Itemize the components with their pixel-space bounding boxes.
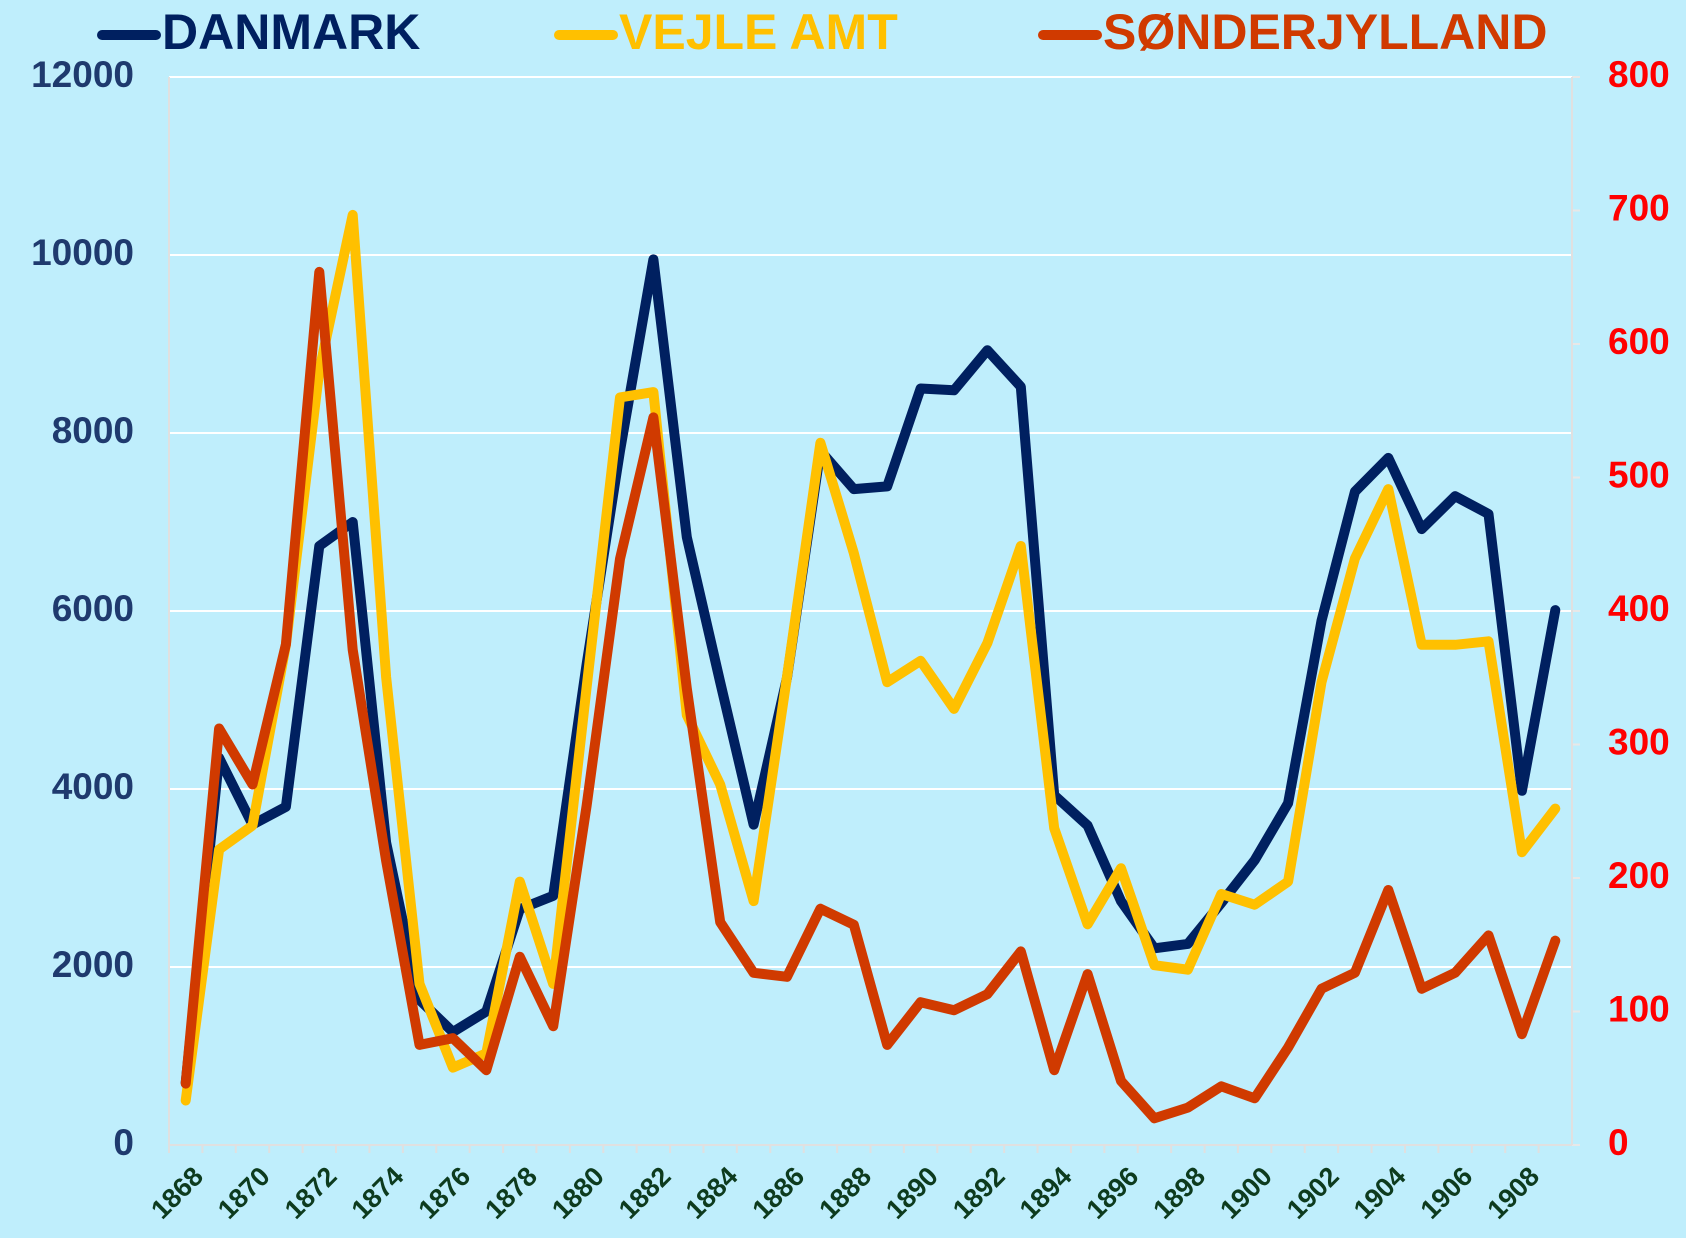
legend-label: VEJLE AMT [619,4,898,60]
series-line [180,209,1561,1106]
x-tick-label: 1906 [1415,1161,1479,1225]
y2-tick-label: 800 [1608,54,1670,95]
y-tick-label: 4000 [52,766,134,807]
legend-label: DANMARK [162,4,420,60]
y2-tick-label: 500 [1608,454,1670,495]
y-tick-label: 2000 [52,944,134,985]
x-tick-label: 1874 [346,1161,410,1225]
x-tick-label: 1894 [1014,1161,1078,1225]
x-tick-label: 1876 [413,1161,477,1225]
x-tick-label: 1892 [947,1161,1011,1225]
y-tick-label: 10000 [31,232,134,273]
y-tick-label: 0 [113,1122,134,1163]
x-tick-label: 1878 [479,1161,543,1225]
legend-label: SØNDERJYLLAND [1103,4,1547,60]
series-line [180,254,1561,1088]
x-tick-label: 1900 [1214,1161,1278,1225]
x-tick-label: 1870 [212,1161,276,1225]
y2-tick-label: 300 [1608,721,1670,762]
x-tick-label: 1868 [145,1161,209,1225]
x-tick-label: 1880 [546,1161,610,1225]
x-tick-label: 1888 [813,1161,877,1225]
y-tick-label: 6000 [52,588,134,629]
y2-tick-label: 400 [1608,588,1670,629]
y-tick-label: 12000 [31,54,134,95]
x-tick-label: 1884 [680,1161,744,1225]
x-tick-label: 1886 [747,1161,811,1225]
y2-tick-label: 100 [1608,988,1670,1029]
x-tick-label: 1902 [1281,1161,1345,1225]
x-tick-label: 1890 [880,1161,944,1225]
x-tick-label: 1908 [1481,1161,1545,1225]
x-tick-label: 1872 [279,1161,343,1225]
y2-tick-label: 0 [1608,1122,1629,1163]
y2-tick-label: 700 [1608,187,1670,228]
series-line [180,266,1561,1124]
x-tick-label: 1904 [1348,1161,1412,1225]
x-tick-label: 1896 [1081,1161,1145,1225]
x-tick-label: 1882 [613,1161,677,1225]
y-tick-label: 8000 [52,410,134,451]
y2-tick-label: 600 [1608,321,1670,362]
y2-tick-label: 200 [1608,855,1670,896]
x-tick-label: 1898 [1147,1161,1211,1225]
